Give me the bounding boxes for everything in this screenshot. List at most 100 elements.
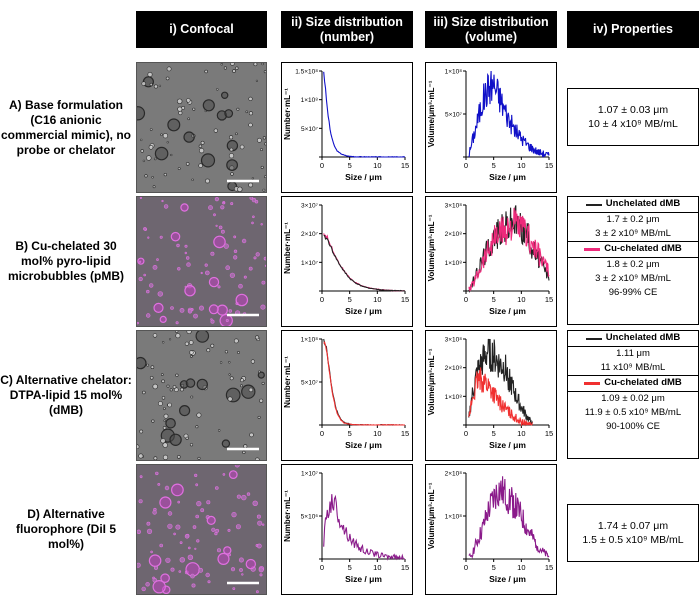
properties-b-chelated-conc: 3 ± 2 x10⁹ MB/mL (595, 272, 671, 284)
y-tick-label: 1×10⁷ (301, 471, 319, 478)
y-tick-label: 5×10⁷ (445, 112, 463, 119)
microbubble (184, 285, 187, 289)
microbubble (146, 363, 150, 367)
microbubble (177, 167, 181, 171)
microbubble (216, 304, 228, 316)
microbubble (179, 557, 185, 563)
microbubble (152, 185, 156, 189)
microbubble (261, 280, 266, 285)
microbubble (240, 384, 243, 388)
microbubble (230, 63, 235, 66)
microbubble (204, 69, 208, 74)
microbubble (242, 450, 246, 454)
microbubble (185, 162, 190, 166)
pink-line-swatch (584, 248, 601, 251)
series-line-unchelated-dmb (468, 205, 550, 294)
x-tick-label: 10 (517, 563, 525, 572)
x-axis-label: Size / μm (345, 172, 382, 182)
y-tick-label: 1×10⁸ (301, 97, 319, 104)
y-axis-label: Number·mL⁻¹ (283, 356, 292, 408)
microbubble (152, 383, 158, 390)
microbubble (137, 356, 147, 370)
microbubble (149, 375, 154, 380)
microbubble (205, 572, 210, 578)
properties-c-unchelated-conc: 11 x10⁹ MB/mL (600, 361, 666, 373)
series-line-base-formulation (323, 71, 406, 158)
microbubble (232, 587, 236, 591)
volume-plot-a: 0 5 10 15 1×10⁸ 5×10⁷ Size / μm Volume/μm³·mL⁻¹ (425, 62, 557, 193)
properties-c-chelated-label: Cu-chelated dMB (604, 377, 682, 389)
microbubble (168, 338, 172, 341)
microbubble (170, 153, 173, 157)
confocal-image-d (136, 464, 267, 595)
microbubble (263, 256, 266, 261)
y-axis-label: Volume/μm³·mL⁻¹ (427, 214, 436, 281)
x-tick-label: 15 (545, 161, 553, 170)
microbubble (257, 137, 262, 143)
y-tick-label: 1×10⁸ (445, 394, 463, 401)
y-tick-label: 1×10⁸ (301, 337, 319, 344)
y-tick-label: 2×10⁸ (445, 471, 463, 478)
microbubble (223, 243, 229, 249)
microbubble (227, 528, 231, 532)
microbubble (210, 343, 215, 348)
y-tick-label: 2×10⁸ (445, 231, 463, 238)
microbubble (246, 492, 251, 496)
microbubble (169, 388, 173, 392)
microbubble (228, 373, 231, 376)
microbubble (173, 387, 179, 393)
microbubble (172, 385, 177, 389)
microbubble (224, 350, 228, 354)
microbubble (245, 558, 257, 570)
microbubble (167, 402, 172, 408)
microbubble (220, 91, 229, 99)
properties-b-unchelated-header: Unchelated dMB (568, 197, 698, 213)
microbubble (229, 272, 235, 278)
microbubble (189, 443, 194, 447)
microbubble (190, 573, 195, 579)
microbubble (165, 76, 170, 81)
microbubble (227, 396, 233, 402)
number-plot-b: 0 5 10 15 3×10⁷ 2×10⁷ 1×10⁷ Size / μm Number·mL⁻… (281, 196, 413, 327)
microbubble (141, 81, 146, 86)
microbubble (231, 511, 237, 518)
microbubble (186, 262, 191, 267)
microbubble (157, 291, 163, 297)
microbubble (180, 203, 189, 212)
microbubble (200, 140, 205, 145)
y-tick-label: 2×10⁸ (445, 365, 463, 372)
series-line-cu-chelated-pmb (323, 233, 406, 292)
properties-a-conc: 10 ± 4 x10⁹ MB/mL (588, 118, 678, 130)
microbubble (228, 553, 232, 557)
microbubble (219, 361, 223, 364)
microbubble (232, 69, 236, 73)
microbubble (142, 159, 146, 163)
microbubble (187, 309, 193, 314)
microbubble (187, 554, 194, 561)
microbubble (253, 63, 258, 67)
confocal-image-b (136, 196, 267, 327)
y-axis-label: Number·mL⁻¹ (283, 88, 292, 140)
properties-d-size: 1.74 ± 0.07 μm (597, 519, 669, 532)
microbubble (215, 486, 219, 490)
microbubble (237, 186, 243, 192)
microbubble (260, 148, 263, 152)
microbubble (202, 99, 215, 112)
microbubble (196, 500, 202, 507)
microbubble (261, 63, 264, 66)
microbubble (245, 110, 249, 114)
microbubble (191, 178, 194, 182)
microbubble (264, 142, 266, 146)
microbubble (252, 500, 258, 506)
y-axis-label: Volume/μm³·mL⁻¹ (427, 80, 436, 147)
series-line-cu-chelated-dmb (468, 207, 550, 292)
microbubble (260, 165, 264, 169)
microbubble (254, 199, 259, 204)
microbubble (233, 255, 238, 260)
x-tick-label: 5 (492, 429, 496, 438)
microbubble (226, 159, 238, 171)
series-line-dii-5-mol- (468, 476, 550, 559)
microbubble (248, 111, 253, 116)
microbubble (206, 500, 211, 505)
microbubble (197, 456, 201, 460)
